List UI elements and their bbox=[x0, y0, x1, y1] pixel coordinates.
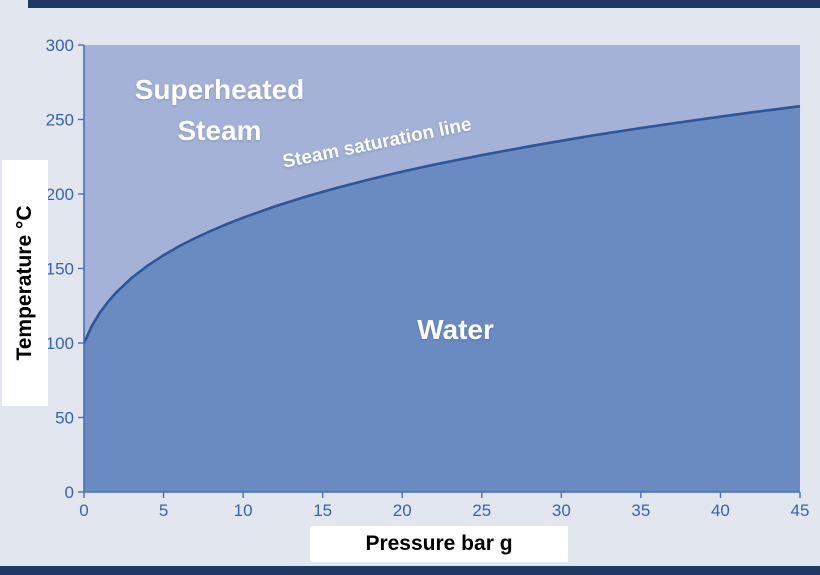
x-tick-label: 45 bbox=[791, 501, 810, 520]
y-tick-label: 150 bbox=[46, 260, 74, 279]
bottom-border-bar bbox=[0, 566, 820, 575]
region-label-water: Water bbox=[417, 314, 494, 345]
y-tick-label: 250 bbox=[46, 111, 74, 130]
y-axis-title: Temperature °C bbox=[13, 205, 36, 361]
y-tick-label: 200 bbox=[46, 185, 74, 204]
x-tick-label: 35 bbox=[631, 501, 650, 520]
steam-saturation-line-curve bbox=[82, 104, 801, 344]
y-axis-label-box: Temperature °C bbox=[2, 160, 48, 406]
x-axis-title: Pressure bar g bbox=[365, 532, 513, 555]
x-tick-label: 25 bbox=[472, 501, 491, 520]
y-tick-label: 0 bbox=[65, 483, 74, 502]
top-border-bar bbox=[28, 0, 820, 8]
y-tick-label: 300 bbox=[46, 36, 74, 55]
y-tick-label: 50 bbox=[55, 409, 74, 428]
x-tick-label: 0 bbox=[79, 501, 88, 520]
x-tick-label: 15 bbox=[313, 501, 332, 520]
x-tick-label: 5 bbox=[159, 501, 168, 520]
x-axis-label-box: Pressure bar g bbox=[310, 526, 568, 562]
x-tick-label: 10 bbox=[234, 501, 253, 520]
x-tick-label: 30 bbox=[552, 501, 571, 520]
region-label-superheated-steam: Superheated Steam bbox=[134, 74, 305, 146]
y-tick-label: 100 bbox=[46, 334, 74, 353]
region-water bbox=[84, 106, 800, 492]
x-tick-label: 20 bbox=[393, 501, 412, 520]
x-tick-label: 40 bbox=[711, 501, 730, 520]
